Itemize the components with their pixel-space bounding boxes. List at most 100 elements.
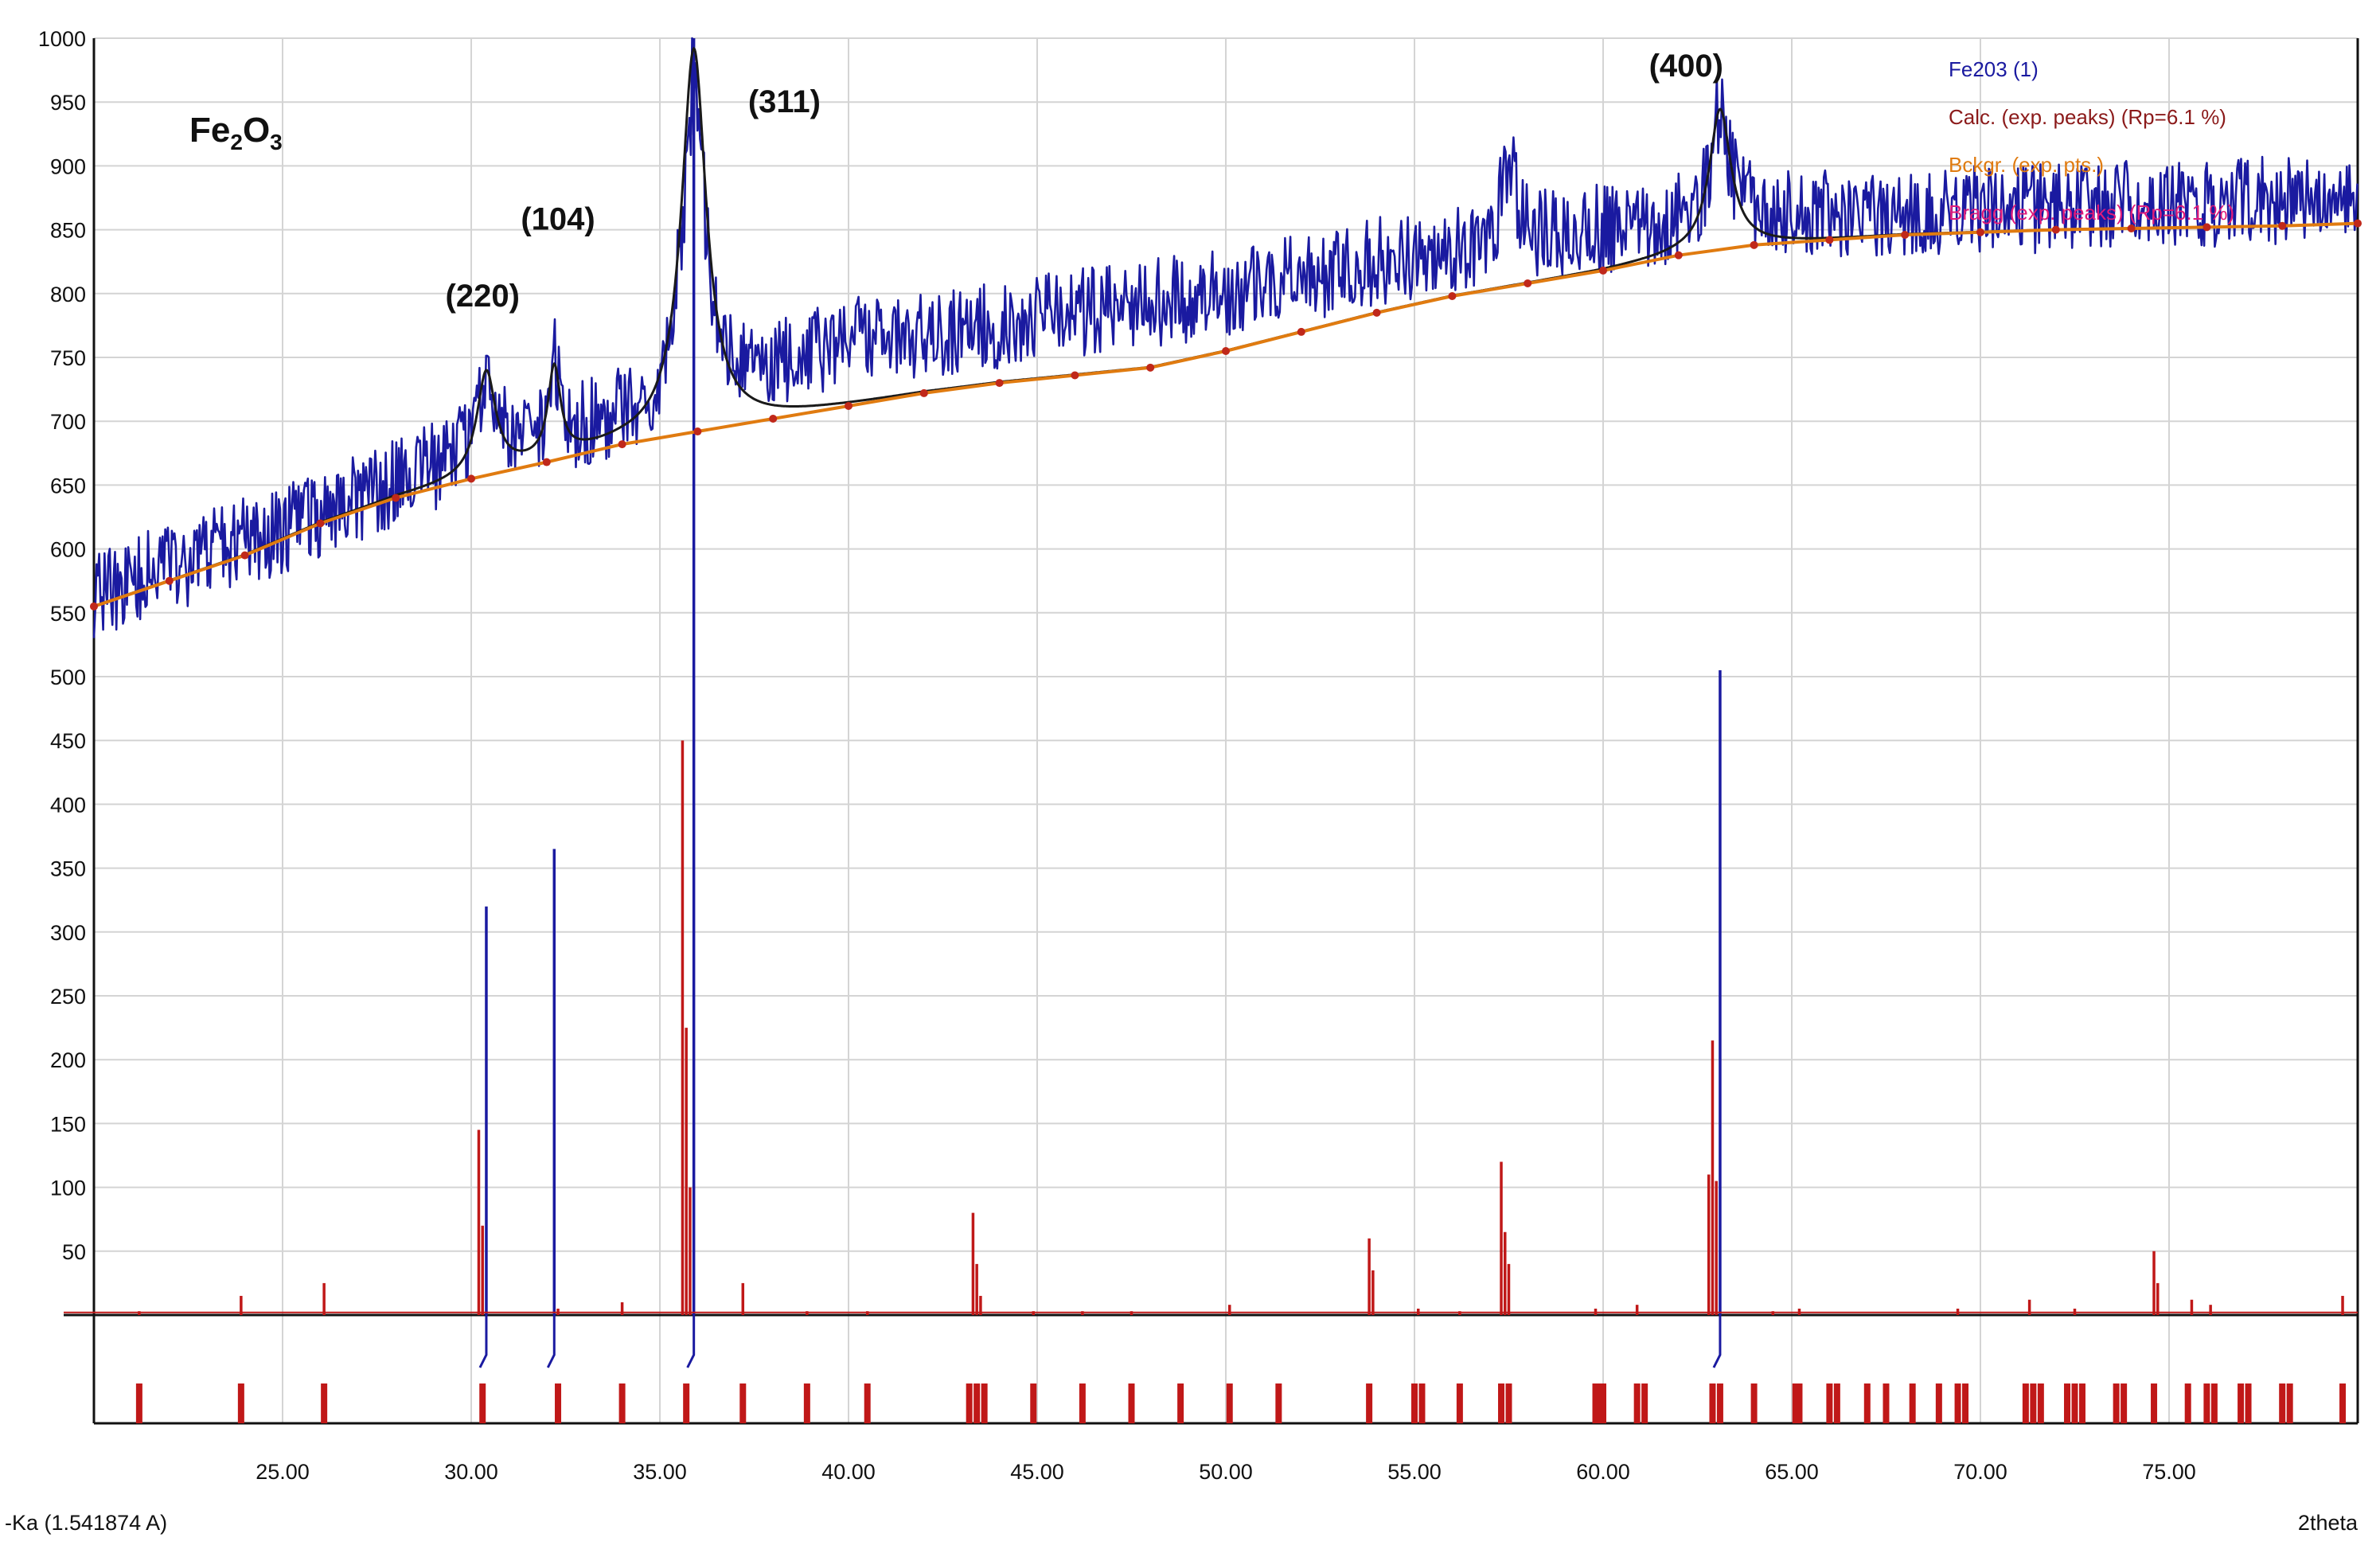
reflection-tick [2071, 1383, 2078, 1423]
y-axis-ticks: 50 100 150 200 250 300 350 400 450 500 550 600 650 70… [38, 27, 86, 1264]
reflection-tick [2339, 1383, 2347, 1423]
y-tick-label: 900 [50, 154, 86, 178]
peak-annotation: (311) [748, 84, 821, 119]
reflection-tick [966, 1383, 973, 1423]
reflection-tick [2113, 1383, 2120, 1423]
background-point [1901, 231, 1910, 240]
y-tick-label: 100 [50, 1177, 86, 1200]
background-point [2127, 224, 2136, 232]
background-point [1976, 228, 1984, 236]
reflection-tick [1962, 1383, 1969, 1423]
x-tick-label: 60.00 [1576, 1460, 1630, 1484]
background-point [845, 401, 853, 410]
background-point [2278, 221, 2287, 230]
reflection-tick [739, 1383, 747, 1423]
legend-entry: Bragg (exp. peaks) (Rp=6.1 %) [1949, 201, 2234, 224]
background-point [1825, 236, 1834, 244]
x-tick-label: 70.00 [1953, 1460, 2007, 1484]
background-point [165, 576, 174, 585]
reflection-tick [2238, 1383, 2245, 1423]
reflection-tick [618, 1383, 626, 1423]
reflection-tick [683, 1383, 690, 1423]
x-axis-ticks: 25.00 30.00 35.00 40.00 45.00 50.00 55.00 60.00… [256, 1460, 2196, 1484]
background-point [2051, 225, 2060, 234]
y-tick-label: 1000 [38, 27, 86, 51]
radiation-label: -Ka (1.541874 A) [5, 1511, 167, 1535]
reflection-tick [1226, 1383, 1233, 1423]
background-point [1674, 251, 1683, 260]
reflection-tick [1954, 1383, 1961, 1423]
x-tick-label: 75.00 [2142, 1460, 2196, 1484]
grid-lines [94, 37, 2358, 1423]
reflection-tick [2121, 1383, 2128, 1423]
y-tick-label: 400 [50, 793, 86, 817]
reflection-tick [1030, 1383, 1037, 1423]
background-point [2202, 223, 2211, 232]
reflection-tick [2210, 1383, 2218, 1423]
y-tick-label: 150 [50, 1112, 86, 1136]
sample-label-base: Fe [189, 111, 230, 150]
reflection-tick [973, 1383, 981, 1423]
x-tick-label: 35.00 [633, 1460, 687, 1484]
reflection-tick [2245, 1383, 2252, 1423]
axes [64, 38, 2359, 1425]
x-tick-label: 50.00 [1199, 1460, 1253, 1484]
reflection-tick [2064, 1383, 2071, 1423]
reflection-tick [1750, 1383, 1758, 1423]
reflection-tick [1177, 1383, 1184, 1423]
background-point [1599, 266, 1607, 275]
y-tick-label: 450 [50, 729, 86, 753]
background-point [1071, 371, 1079, 380]
peak-annotation: (400) [1649, 49, 1723, 84]
reflection-tick [1275, 1383, 1282, 1423]
reflection-tick [1600, 1383, 1606, 1423]
reflection-tick [237, 1383, 244, 1423]
background-point [467, 474, 475, 483]
reflection-tick [1128, 1383, 1135, 1423]
reflection-tick [803, 1383, 810, 1423]
reflection-tick [981, 1383, 988, 1423]
y-tick-label: 200 [50, 1048, 86, 1072]
reflection-tick [1456, 1383, 1463, 1423]
reflection-position-ticks [135, 1315, 2347, 1423]
reflection-tick [864, 1383, 871, 1423]
reflection-tick [2078, 1383, 2085, 1423]
y-tick-label: 950 [50, 91, 86, 115]
y-tick-label: 800 [50, 283, 86, 306]
reflection-tick [135, 1383, 142, 1423]
reflection-tick [479, 1383, 486, 1423]
background-point [316, 519, 325, 528]
reflection-tick [2279, 1383, 2286, 1423]
y-tick-label: 500 [50, 665, 86, 689]
reflection-highlight [686, 1315, 696, 1368]
background-point [769, 414, 778, 423]
reflection-tick [1796, 1383, 1803, 1423]
reflection-tick [1935, 1383, 1942, 1423]
y-tick-label: 50 [62, 1240, 86, 1264]
reflection-highlight [546, 1315, 556, 1368]
reference-sticks [64, 38, 2358, 1315]
background-point [1372, 308, 1381, 317]
y-tick-label: 650 [50, 474, 86, 498]
reflection-tick [1863, 1383, 1871, 1423]
background-point [919, 388, 928, 397]
y-tick-label: 550 [50, 602, 86, 626]
background-point [542, 458, 551, 466]
y-tick-label: 700 [50, 410, 86, 434]
reflection-tick [1883, 1383, 1890, 1423]
reflection-tick [2037, 1383, 2044, 1423]
reflection-tick [1909, 1383, 1916, 1423]
background-point [693, 427, 702, 436]
x-tick-label: 40.00 [821, 1460, 876, 1484]
reflection-tick [2022, 1383, 2029, 1423]
reflection-tick [1596, 1383, 1603, 1423]
pattern-series [90, 37, 2362, 638]
peak-annotation: (104) [521, 202, 595, 237]
reflection-tick [1709, 1383, 1716, 1423]
reflection-tick [2151, 1383, 2158, 1423]
x-tick-label: 25.00 [256, 1460, 310, 1484]
reflection-tick [1079, 1383, 1086, 1423]
y-tick-label: 350 [50, 857, 86, 881]
x-tick-label: 55.00 [1387, 1460, 1442, 1484]
